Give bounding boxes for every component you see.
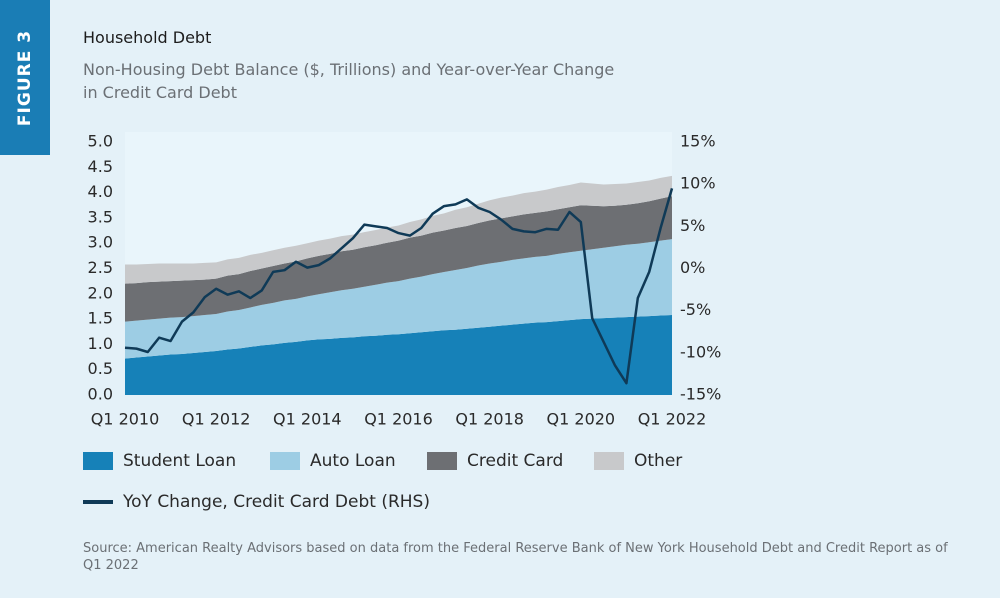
y-tick-label: 0.0 bbox=[88, 385, 113, 404]
legend-label: Student Loan bbox=[123, 451, 236, 471]
legend-swatch bbox=[270, 452, 300, 470]
chart-subtitle: Non-Housing Debt Balance ($, Trillions) … bbox=[83, 60, 615, 102]
figure-tab: FIGURE 3 bbox=[0, 0, 50, 155]
x-tick-label: Q1 2022 bbox=[638, 410, 707, 429]
chart: 0.0 0.5 1.0 1.5 2.0 2.5 3.0 3.5 4.0 4.5 5.0 -15% -10… bbox=[83, 132, 721, 512]
y-tick-label: 2.0 bbox=[88, 283, 113, 302]
legend-label: Other bbox=[634, 451, 682, 471]
x-tick-label: Q1 2012 bbox=[182, 410, 251, 429]
y-tick-label: 3.5 bbox=[88, 207, 113, 226]
legend-label: Auto Loan bbox=[310, 451, 396, 471]
chart-title: Household Debt bbox=[83, 28, 212, 47]
area bbox=[125, 315, 672, 395]
line bbox=[124, 188, 674, 385]
legend-swatch bbox=[594, 452, 624, 470]
y-tick-label: 4.5 bbox=[88, 157, 113, 176]
legend-swatch bbox=[83, 452, 113, 470]
y2-tick-label: -10% bbox=[680, 342, 721, 361]
x-tick-label: Q1 2018 bbox=[455, 410, 524, 429]
y2-tick-label: 0% bbox=[680, 258, 705, 277]
x-tick-label: Q1 2016 bbox=[364, 410, 433, 429]
x-tick-label: Q1 2020 bbox=[547, 410, 616, 429]
y-tick-label: 4.0 bbox=[88, 182, 113, 201]
y-tick-label: 1.5 bbox=[88, 309, 113, 328]
y2-tick-label: -15% bbox=[680, 385, 721, 404]
y2-tick-label: 10% bbox=[680, 174, 716, 193]
source-note: Source: American Realty Advisors based o… bbox=[83, 541, 948, 573]
y2-tick-label: 15% bbox=[680, 132, 716, 151]
y-tick-label: 3.0 bbox=[88, 233, 113, 252]
y2-tick-label: 5% bbox=[680, 216, 705, 235]
y2-tick-label: -5% bbox=[680, 300, 711, 319]
legend-label: Credit Card bbox=[467, 451, 563, 471]
x-tick-label: Q1 2010 bbox=[91, 410, 160, 429]
y-tick-label: 2.5 bbox=[88, 258, 113, 277]
legend-label: YoY Change, Credit Card Debt (RHS) bbox=[122, 492, 430, 512]
area bbox=[125, 239, 672, 359]
x-tick-label: Q1 2014 bbox=[273, 410, 342, 429]
legend-swatch bbox=[427, 452, 457, 470]
y-tick-label: 5.0 bbox=[88, 132, 113, 151]
y-tick-label: 1.0 bbox=[88, 334, 113, 353]
y-tick-label: 0.5 bbox=[88, 359, 113, 378]
area bbox=[125, 175, 672, 284]
